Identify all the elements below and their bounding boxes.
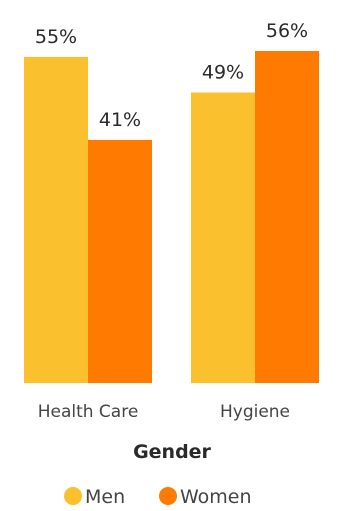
legend-label-women: Women xyxy=(180,486,252,508)
legend-item-women[interactable]: Women xyxy=(159,486,252,508)
legend[interactable]: Men Women xyxy=(64,486,252,508)
data-label-health-care-women: 41% xyxy=(99,109,141,131)
legend-item-men[interactable]: Men xyxy=(64,486,125,508)
data-label-health-care-men: 55% xyxy=(35,26,77,48)
data-label-hygiene-men: 49% xyxy=(202,62,244,84)
x-tick-label-hygiene: Hygiene xyxy=(220,402,290,422)
x-axis-ticks: Health Care Hygiene xyxy=(38,402,290,422)
bar-hygiene-women[interactable] xyxy=(255,51,319,383)
bar-health-care-women[interactable] xyxy=(88,139,152,383)
legend-label-men: Men xyxy=(85,486,125,508)
bars-group xyxy=(24,51,319,384)
x-tick-label-health-care: Health Care xyxy=(38,402,139,422)
legend-marker-men xyxy=(64,487,82,505)
x-axis-title: Gender xyxy=(133,441,211,463)
legend-marker-women xyxy=(159,487,177,505)
bar-health-care-men[interactable] xyxy=(24,56,88,384)
data-label-hygiene-women: 56% xyxy=(266,20,308,42)
data-labels-group: 55% 41% 49% 56% xyxy=(35,20,308,131)
bar-hygiene-men[interactable] xyxy=(191,92,255,384)
